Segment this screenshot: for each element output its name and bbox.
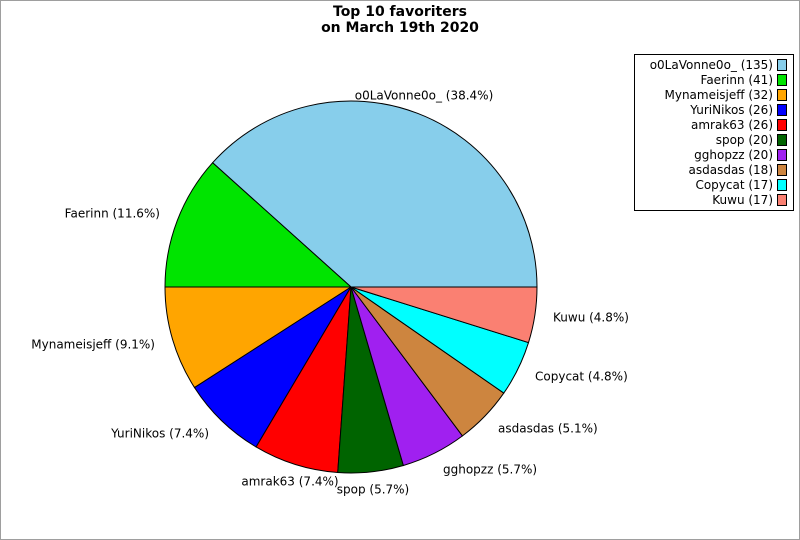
legend-label: o0LaVonne0o_ (135)	[649, 58, 773, 72]
legend-label: gghopzz (20)	[694, 148, 773, 162]
legend-color-swatch	[777, 89, 787, 101]
legend-color-swatch	[777, 104, 787, 116]
legend-item-o0LaVonne0o_: o0LaVonne0o_ (135)	[635, 58, 793, 72]
legend-label: YuriNikos (26)	[690, 103, 773, 117]
legend-label: Kuwu (17)	[712, 193, 773, 207]
legend-color-swatch	[777, 119, 787, 131]
legend-item-Copycat: Copycat (17)	[635, 178, 793, 192]
legend-color-swatch	[777, 164, 787, 176]
legend-item-Faerinn: Faerinn (41)	[635, 73, 793, 87]
legend-item-asdasdas: asdasdas (18)	[635, 163, 793, 177]
legend-color-swatch	[777, 194, 787, 206]
legend-label: asdasdas (18)	[688, 163, 774, 177]
legend-color-swatch	[777, 149, 787, 161]
legend-label: Copycat (17)	[695, 178, 773, 192]
legend: o0LaVonne0o_ (135) Faerinn (41) Mynameisje…	[634, 54, 794, 211]
chart-title-line-1: Top 10 favoriters	[333, 4, 467, 20]
pie-slice-Faerinn	[164, 162, 353, 288]
legend-label: spop (20)	[715, 133, 773, 147]
legend-color-swatch	[777, 134, 787, 146]
pie-slice-Mynameisjeff	[164, 286, 353, 389]
pie-slice-Kuwu	[350, 286, 538, 344]
legend-color-swatch	[777, 74, 787, 86]
legend-item-spop: spop (20)	[635, 133, 793, 147]
legend-item-YuriNikos: YuriNikos (26)	[635, 103, 793, 117]
legend-label: amrak63 (26)	[691, 118, 773, 132]
legend-label: Faerinn (41)	[700, 73, 773, 87]
pie-slice-o0LaVonne0o_	[211, 100, 538, 288]
legend-color-swatch	[777, 179, 787, 191]
legend-item-amrak63: amrak63 (26)	[635, 118, 793, 132]
chart-title: Top 10 favoriters on March 19th 2020	[1, 4, 799, 36]
legend-item-Mynameisjeff: Mynameisjeff (32)	[635, 88, 793, 102]
chart-title-line-2: on March 19th 2020	[321, 20, 479, 36]
legend-item-gghopzz: gghopzz (20)	[635, 148, 793, 162]
legend-color-swatch	[777, 59, 787, 71]
legend-item-Kuwu: Kuwu (17)	[635, 193, 793, 207]
legend-label: Mynameisjeff (32)	[664, 88, 773, 102]
